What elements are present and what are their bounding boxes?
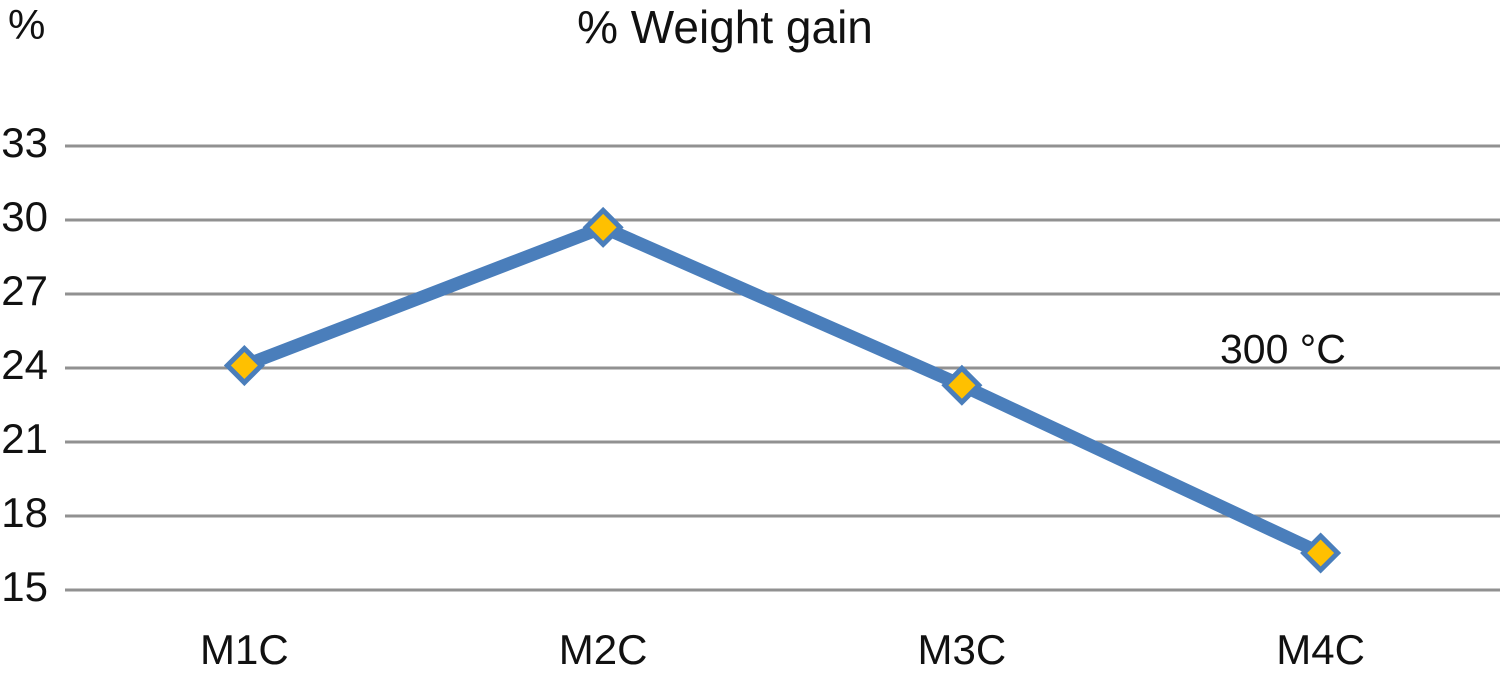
x-category-label: M3C (917, 626, 1007, 673)
x-category-label: M4C (1276, 626, 1365, 673)
y-tick-label: 21 (1, 415, 48, 462)
y-tick-label: 18 (1, 489, 48, 536)
data-point-marker (941, 364, 983, 406)
data-point-marker (1300, 532, 1342, 574)
y-tick-label: 24 (1, 341, 48, 388)
data-point-marker (582, 206, 624, 248)
data-point-marker (223, 344, 265, 387)
y-tick-label: 33 (1, 119, 48, 166)
x-category-label: M1C (200, 626, 289, 673)
temperature-annotation: 300 °C (1220, 326, 1346, 372)
y-tick-label: 27 (1, 267, 48, 314)
y-tick-label: 15 (1, 563, 48, 610)
chart-title: % Weight gain (577, 1, 873, 53)
y-axis-unit-label: % (8, 1, 46, 48)
y-tick-label: 30 (1, 193, 48, 240)
data-line (242, 220, 1324, 559)
x-category-label: M2C (558, 626, 648, 673)
